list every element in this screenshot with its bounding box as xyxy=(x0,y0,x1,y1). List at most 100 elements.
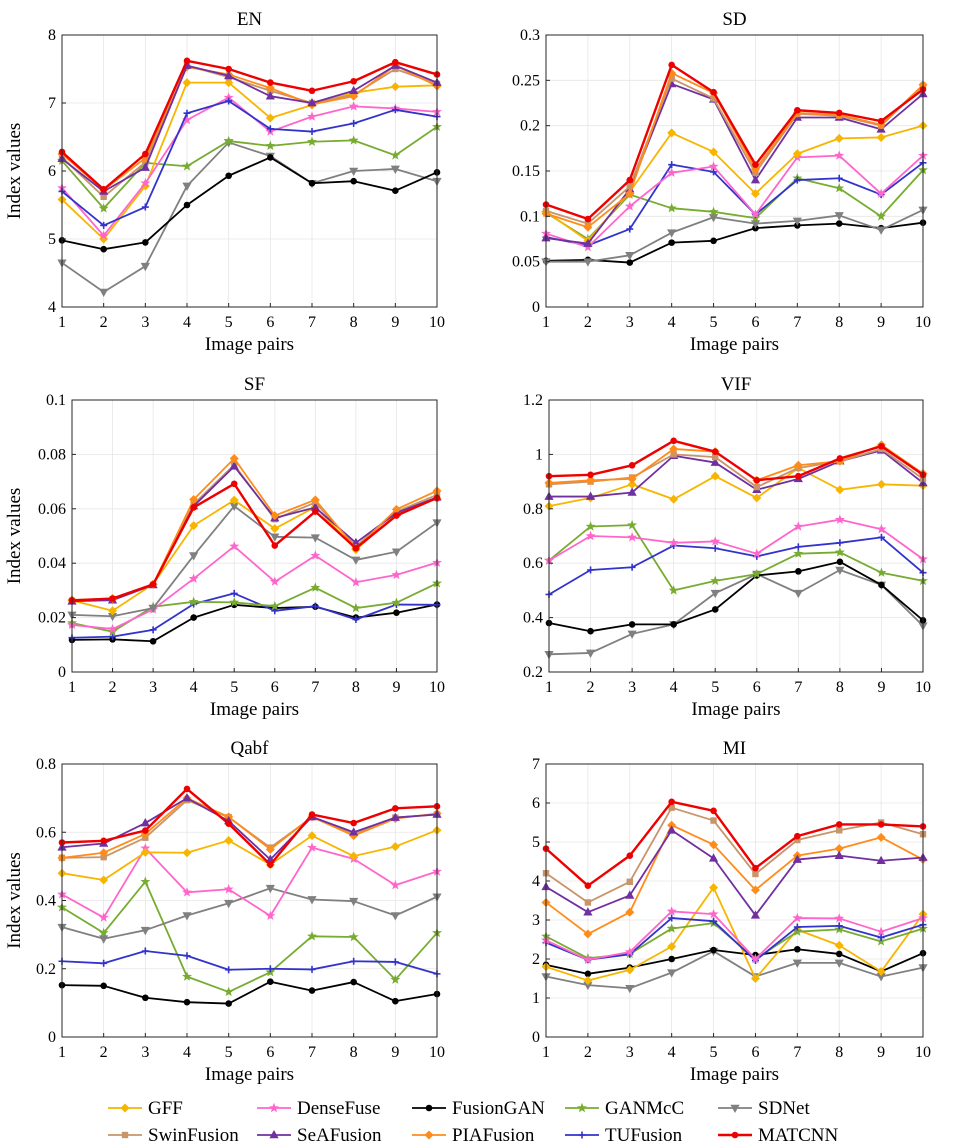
data-point-sdnet xyxy=(792,217,802,226)
chart-en: 4 5 6 7 8 1 2 3 4 5 6 7 8 9 10 EN Image pairs Index value… xyxy=(4,9,445,355)
chart-title: EN xyxy=(237,9,263,30)
data-point-tufusion xyxy=(266,125,274,133)
y-tick-label: 1 xyxy=(535,446,543,463)
data-point-ganmcc xyxy=(269,600,280,611)
x-tick-label: 2 xyxy=(584,1044,592,1061)
series-sdnet xyxy=(57,884,442,944)
legend-marker-piafusion xyxy=(424,1130,434,1140)
y-tick-label: 7 xyxy=(532,756,540,773)
data-point-gff xyxy=(625,965,635,975)
x-tick-label: 8 xyxy=(350,314,358,331)
x-tick-label: 6 xyxy=(266,1044,274,1061)
data-point-ganmcc xyxy=(390,974,401,984)
x-tick-label: 3 xyxy=(149,679,157,696)
x-tick-label: 5 xyxy=(230,679,238,696)
series-densefuse xyxy=(544,514,928,565)
data-point-fusiongan xyxy=(308,987,316,994)
data-point-tufusion xyxy=(183,952,191,960)
data-point-tufusion xyxy=(230,589,238,597)
data-point-seafusion xyxy=(390,812,400,821)
data-point-seafusion xyxy=(583,907,593,916)
data-point-ganmcc xyxy=(182,161,192,171)
y-tick-label: 5 xyxy=(532,834,540,851)
x-tick-label: 7 xyxy=(794,679,802,696)
data-point-sdnet xyxy=(667,969,677,978)
data-point-fusiongan xyxy=(225,172,232,180)
data-point-seafusion xyxy=(224,70,234,80)
data-point-densefuse xyxy=(391,569,402,580)
data-point-fusiongan xyxy=(142,239,149,246)
y-tick-label: 0.25 xyxy=(512,72,540,89)
series-fusiongan xyxy=(58,154,441,253)
x-tick-label: 7 xyxy=(308,314,316,331)
x-axis-label: Image pairs xyxy=(691,699,780,720)
x-tick-label: 5 xyxy=(225,1044,233,1061)
chart-qabf: 0 0.2 0.4 0.6 0.8 1 2 3 4 5 6 7 8 9 10 Qabf Image pairs I… xyxy=(4,738,445,1085)
series-line-sdnet xyxy=(61,141,438,293)
data-point-sdnet xyxy=(710,589,720,599)
data-point-seafusion xyxy=(140,162,150,171)
x-tick-label: 7 xyxy=(308,1044,316,1061)
data-point-swinfusion xyxy=(710,95,717,102)
x-tick-label: 1 xyxy=(58,314,66,331)
data-point-matcnn xyxy=(230,480,238,488)
data-point-densefuse xyxy=(390,879,401,890)
series-line-sdnet xyxy=(548,569,924,656)
x-tick-label: 3 xyxy=(626,1044,634,1061)
data-point-sdnet xyxy=(270,533,280,542)
data-point-piafusion xyxy=(709,840,719,850)
x-tick-label: 6 xyxy=(753,679,761,696)
y-tick-label: 0.4 xyxy=(36,893,56,910)
data-point-seafusion xyxy=(310,502,320,511)
x-tick-label: 7 xyxy=(793,314,801,331)
data-point-fusiongan xyxy=(183,201,191,209)
data-point-matcnn xyxy=(877,117,885,125)
data-point-piafusion xyxy=(793,460,803,470)
data-point-sdnet xyxy=(625,252,635,261)
series-line-matcnn xyxy=(548,439,924,482)
data-point-tufusion xyxy=(391,958,399,966)
data-point-ganmcc xyxy=(350,602,361,613)
y-tick-label: 8 xyxy=(48,27,56,44)
data-point-tufusion xyxy=(308,965,316,973)
data-point-tufusion xyxy=(100,221,108,229)
legend-item-tufusion: TUFusion xyxy=(565,1125,683,1146)
data-point-tufusion xyxy=(626,225,634,233)
data-point-matcnn xyxy=(308,811,316,818)
data-point-piafusion xyxy=(189,495,199,505)
data-point-piafusion xyxy=(625,907,635,917)
series-line-matcnn xyxy=(545,63,924,221)
y-tick-label: 4 xyxy=(48,299,56,316)
data-point-fusiongan xyxy=(835,950,843,958)
data-point-tufusion xyxy=(793,176,801,184)
data-point-sdnet xyxy=(834,959,844,968)
data-point-swinfusion xyxy=(753,483,760,491)
data-point-swinfusion xyxy=(712,453,719,461)
data-point-gff xyxy=(229,495,239,505)
data-point-densefuse xyxy=(876,188,887,198)
data-point-fusiongan xyxy=(183,998,191,1006)
data-point-tufusion xyxy=(311,602,319,610)
data-point-tufusion xyxy=(711,544,719,552)
data-point-seafusion xyxy=(834,850,844,859)
data-point-matcnn xyxy=(225,65,232,73)
data-point-seafusion xyxy=(349,827,359,836)
data-point-matcnn xyxy=(626,176,634,184)
data-point-matcnn xyxy=(753,476,761,484)
data-point-matcnn xyxy=(795,472,802,480)
y-tick-label: 4 xyxy=(532,873,540,890)
chart-title: SD xyxy=(722,9,746,30)
data-point-seafusion xyxy=(750,175,761,184)
series-line-densefuse xyxy=(545,154,924,249)
data-point-sdnet xyxy=(140,926,150,936)
data-point-ganmcc xyxy=(265,140,276,151)
data-point-ganmcc xyxy=(98,203,109,213)
data-point-matcnn xyxy=(710,807,717,815)
y-tick-label: 0.06 xyxy=(38,501,66,518)
data-point-ganmcc xyxy=(307,136,317,146)
data-point-sdnet xyxy=(750,220,761,229)
y-tick-label: 0 xyxy=(58,664,66,681)
x-tick-label: 2 xyxy=(109,679,117,696)
x-tick-label: 4 xyxy=(183,1044,191,1061)
data-point-tufusion xyxy=(835,922,843,930)
